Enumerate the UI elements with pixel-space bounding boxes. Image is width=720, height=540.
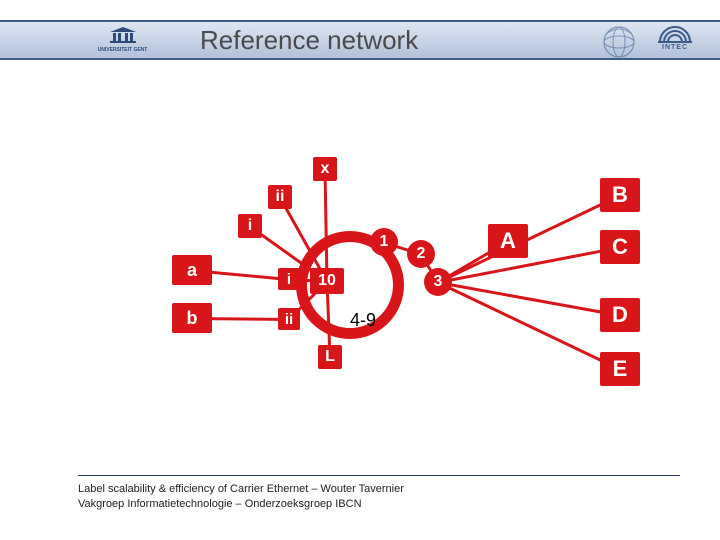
node-iT: i	[238, 214, 262, 238]
logo-left-caption: UNIVERSITEIT GENT	[98, 47, 148, 53]
node-C: C	[600, 230, 640, 264]
node-iiB: ii	[278, 308, 300, 330]
node-n2: 2	[407, 240, 435, 268]
node-b: b	[172, 303, 212, 333]
node-D: D	[600, 298, 640, 332]
node-a: a	[172, 255, 212, 285]
logo-globe-icon	[596, 24, 642, 60]
slide-title: Reference network	[200, 25, 418, 56]
node-iiT: ii	[268, 185, 292, 209]
node-iL: i	[278, 268, 300, 290]
edge-n3-B	[437, 194, 620, 284]
node-A: A	[488, 224, 528, 258]
node-E: E	[600, 352, 640, 386]
header-band: UNIVERSITEIT GENT Reference network INTE…	[0, 20, 720, 60]
node-n1: 1	[370, 228, 398, 256]
edge-n3-E	[437, 281, 620, 371]
logo-right-caption: INTEC	[662, 44, 688, 51]
footer-line-2: Vakgroep Informatietechnologie – Onderzo…	[78, 497, 680, 512]
node-n10: 10	[310, 268, 344, 294]
edge-x-n10	[324, 169, 329, 281]
node-B: B	[600, 178, 640, 212]
logo-intec: INTEC	[650, 26, 700, 58]
footer-line-1: Label scalability & efficiency of Carrie…	[78, 482, 680, 497]
node-n3: 3	[424, 268, 452, 296]
logo-universiteit-gent: UNIVERSITEIT GENT	[95, 24, 150, 56]
footer: Label scalability & efficiency of Carrie…	[78, 475, 680, 512]
node-n4_9: 4-9	[340, 308, 386, 332]
node-x: x	[313, 157, 337, 181]
edge-n3-D	[438, 281, 621, 317]
node-L: L	[318, 345, 342, 369]
network-diagram: xiiiabiiiL104-9123ABCDE	[0, 120, 720, 440]
